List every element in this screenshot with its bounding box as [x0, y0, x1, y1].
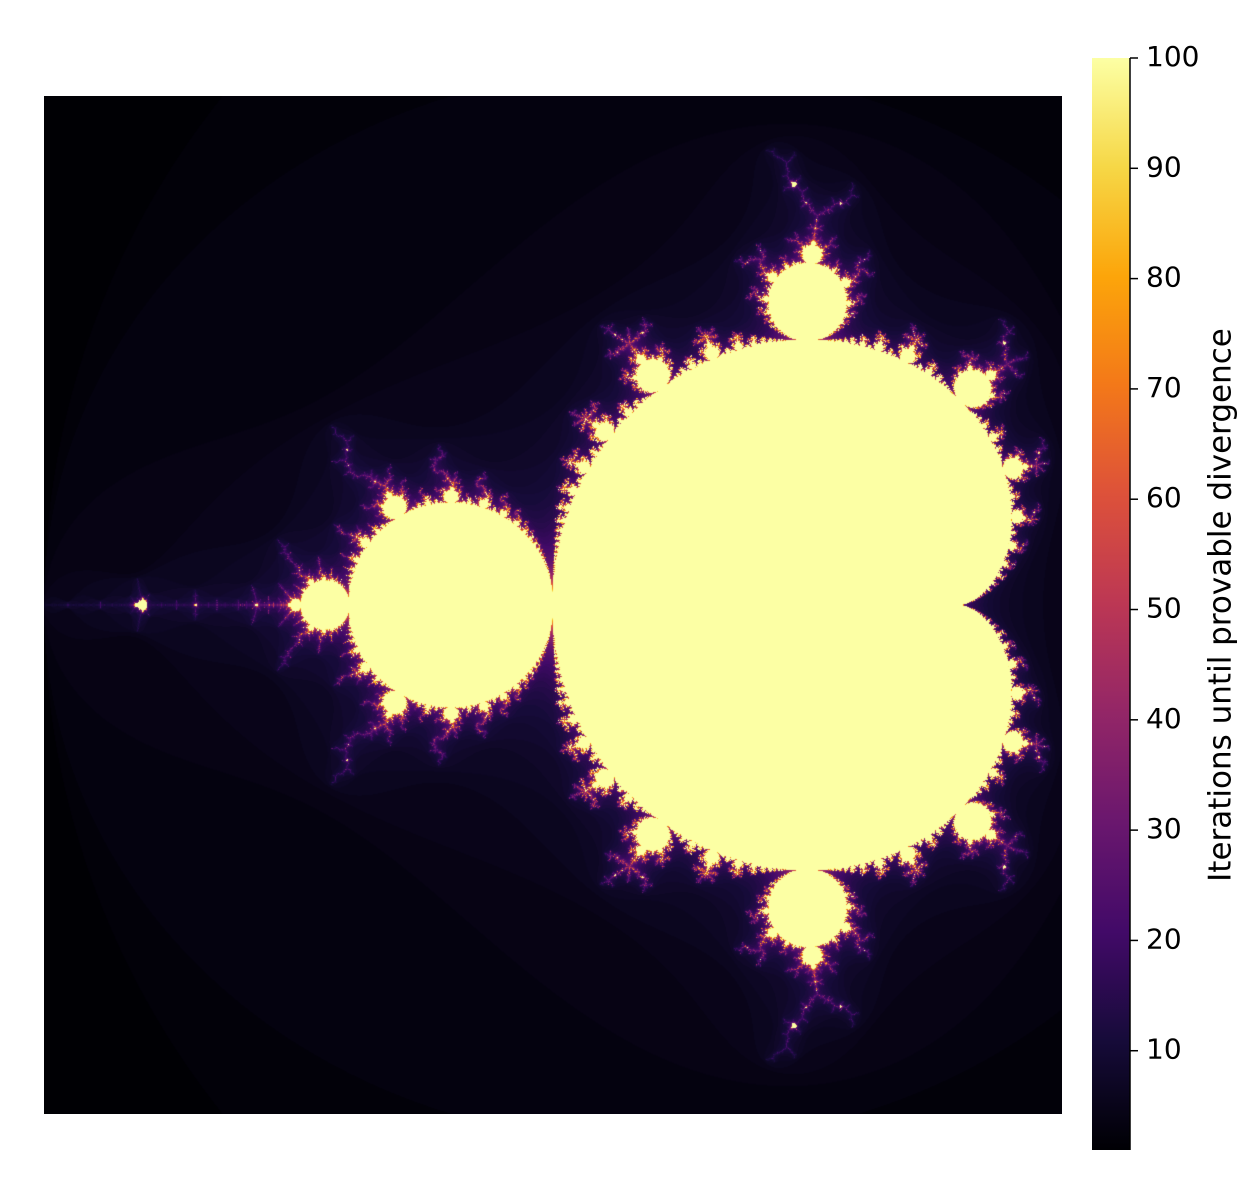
colorbar-label: Iterations until provable divergence: [1203, 328, 1239, 882]
colorbar-tick-label: 90: [1146, 150, 1182, 183]
colorbar-tick-label: 40: [1146, 702, 1182, 735]
colorbar-tick-label: 100: [1146, 40, 1199, 73]
colorbar-tick-label: 30: [1146, 812, 1182, 845]
colorbar-tick-label: 80: [1146, 261, 1182, 294]
heatmap-image: [44, 96, 1062, 1114]
colorbar-tick-label: 10: [1146, 1033, 1182, 1066]
colorbar-tick-label: 50: [1146, 592, 1182, 625]
colorbar-tick-label: 20: [1146, 922, 1182, 955]
colorbar: [1092, 58, 1130, 1150]
colorbar-tick-label: 70: [1146, 371, 1182, 404]
colorbar-tick-label: 60: [1146, 481, 1182, 514]
